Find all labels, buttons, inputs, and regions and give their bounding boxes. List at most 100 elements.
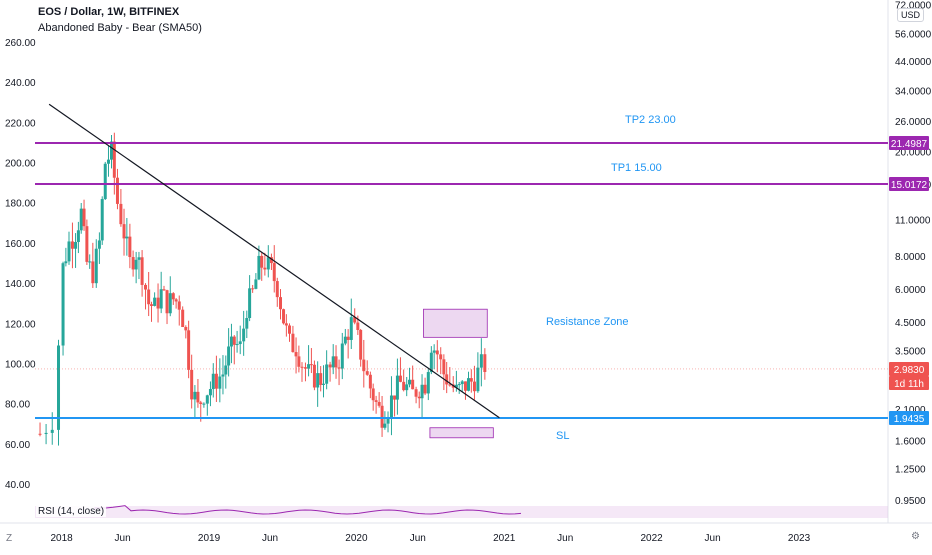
candle-body: [202, 403, 206, 405]
candle-body: [174, 299, 178, 302]
rsi-line: [94, 505, 522, 515]
candle-body: [429, 352, 433, 373]
candle-body: [251, 288, 255, 290]
price-badge: [889, 177, 929, 192]
candle-body: [122, 224, 126, 239]
candle-body: [168, 293, 172, 314]
rsi-label[interactable]: RSI (14, close): [36, 506, 107, 517]
x-axis-tick-label: 2023: [788, 533, 811, 544]
trendline: [48, 103, 500, 419]
candle-body: [483, 354, 487, 373]
candle-body: [100, 199, 104, 241]
left-axis-tick-label: 200.00: [5, 159, 36, 170]
currency-badge[interactable]: USD: [896, 8, 924, 22]
candle-body: [85, 226, 89, 262]
candle-body: [57, 345, 61, 430]
candle-body: [389, 395, 393, 418]
right-axis-tick-label: 6.0000: [895, 285, 926, 296]
candle-body: [374, 400, 378, 402]
candle-body: [334, 356, 338, 368]
candle-body: [435, 350, 439, 355]
candle-body: [115, 177, 119, 204]
sl-label: SL: [556, 430, 569, 442]
candle-body: [371, 388, 375, 401]
candle-body: [187, 330, 191, 370]
candle-body: [137, 257, 141, 260]
candle-body: [303, 367, 307, 369]
candle-body: [386, 417, 390, 424]
x-axis-tick-label: Jun: [705, 533, 721, 544]
candle-body: [235, 344, 239, 346]
candle-body: [319, 373, 323, 385]
candle-body: [343, 336, 347, 344]
right-axis-tick-label: 1.6000: [895, 436, 926, 447]
price-badge: [889, 375, 929, 390]
price-badge: [889, 136, 929, 150]
candle-body: [362, 359, 366, 372]
candle-body: [153, 297, 157, 306]
right-axis-tick-label: 2.1000: [895, 405, 926, 416]
candle-body: [232, 336, 236, 345]
candle-body: [238, 341, 242, 345]
candle-body: [229, 336, 233, 347]
candle-body: [377, 401, 381, 406]
candle-body: [272, 263, 276, 282]
price-badge-label: 1.9435: [894, 414, 925, 425]
candle-body: [162, 289, 166, 291]
candle-body: [208, 389, 212, 396]
candle-body: [309, 364, 313, 366]
price-badge: [889, 411, 929, 425]
candle-body: [337, 367, 341, 369]
candle-body: [94, 248, 98, 284]
candle-body: [50, 429, 54, 433]
candle-body: [205, 395, 209, 404]
x-axis-tick-label: 2019: [198, 533, 221, 544]
rsi-pane: [35, 505, 888, 518]
left-axis-tick-label: 240.00: [5, 78, 36, 89]
x-axis-tick-label: 2018: [51, 533, 74, 544]
x-axis[interactable]: 2018 Jun 2019 Jun 2020 Jun 2021 Jun 2022 Jun 2023: [51, 533, 811, 544]
price-badge-label: 15.0172: [891, 180, 928, 191]
x-axis-tick-label: 2022: [641, 533, 664, 544]
candle-body: [190, 369, 194, 400]
candle-body: [454, 384, 458, 388]
candle-body: [423, 384, 427, 394]
candle-body: [125, 236, 129, 239]
zoom-reset-icon[interactable]: Z: [6, 533, 13, 544]
candle-body: [346, 336, 350, 340]
candle-body: [110, 141, 114, 160]
candle-body: [184, 327, 188, 331]
left-axis-tick-label: 260.00: [5, 38, 36, 49]
right-axis[interactable]: 72.0000 56.0000 44.0000 34.0000 26.0000 20.00…: [889, 1, 932, 507]
settings-icon[interactable]: ⚙: [911, 531, 920, 542]
candle-body: [144, 284, 148, 290]
candle-body: [193, 391, 197, 400]
candle-body: [156, 297, 160, 309]
candle-body: [199, 402, 203, 405]
candle-body: [275, 281, 279, 298]
candle-body: [74, 242, 78, 249]
candle-body: [218, 376, 222, 389]
candle-body: [457, 384, 461, 386]
candle-body: [316, 373, 320, 388]
left-axis-tick-label: 180.00: [5, 199, 36, 210]
x-axis-tick-label: Jun: [262, 533, 278, 544]
x-axis-tick-label: Jun: [115, 533, 131, 544]
left-axis: 260.00 240.00 220.00 200.00 180.00 160.00 140.…: [5, 38, 36, 491]
resistance-zone-label: Resistance Zone: [546, 316, 629, 328]
overlays-group: Resistance Zone SL TP1 15.00 TP2 23.00: [35, 103, 888, 442]
candle-body: [61, 263, 65, 346]
left-axis-tick-label: 220.00: [5, 118, 36, 129]
candle-body: [307, 364, 311, 369]
candle-body: [211, 373, 215, 390]
candle-body: [439, 354, 443, 360]
candle-body: [445, 374, 449, 385]
indicator-label[interactable]: Abandoned Baby - Bear (SMA50): [38, 22, 202, 34]
candle-body: [402, 381, 406, 391]
candle-body: [82, 208, 86, 227]
candle-body: [368, 374, 372, 389]
candle-body: [294, 352, 298, 357]
candle-body: [103, 163, 107, 200]
